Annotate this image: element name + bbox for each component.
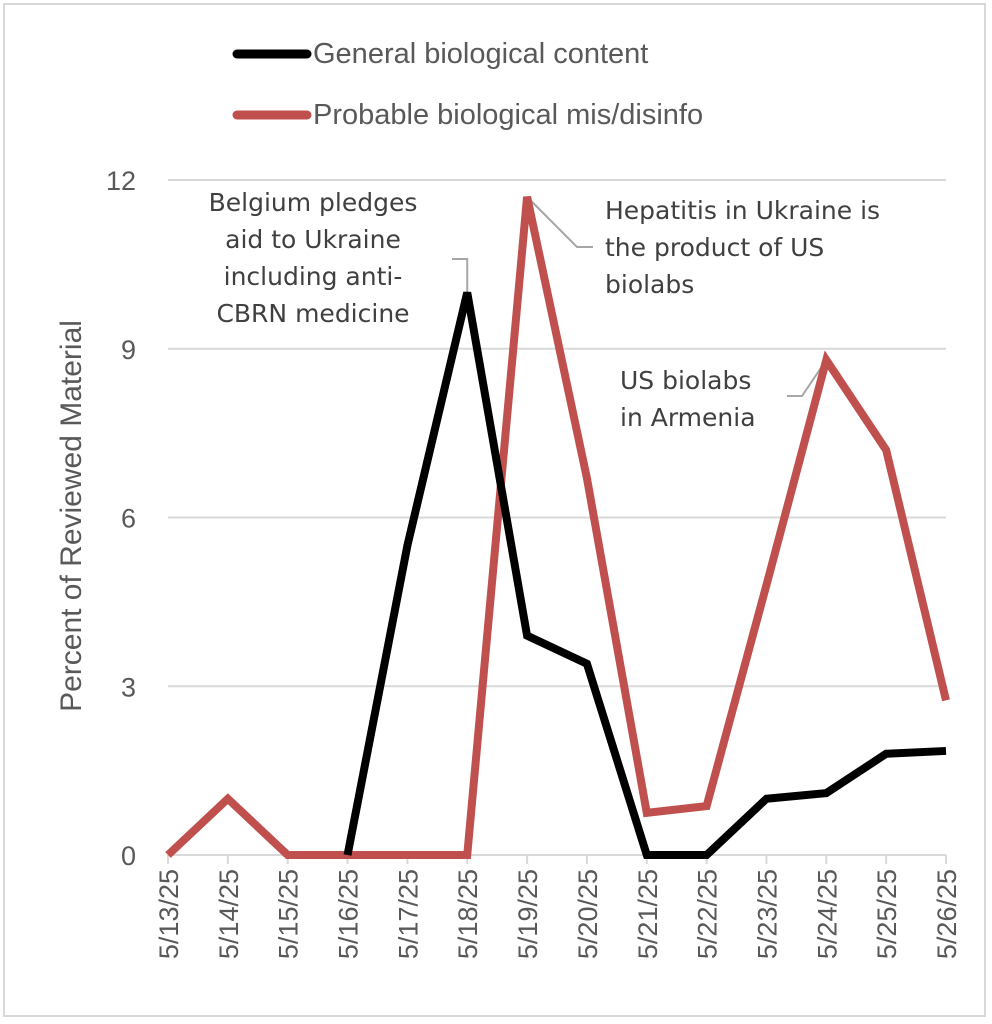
- chart-frame: [3, 3, 986, 1017]
- legend: General biological content Probable biol…: [232, 38, 703, 131]
- annotation-leader-line: [787, 359, 828, 397]
- annotation-text: biolabs: [605, 270, 694, 299]
- y-tick-label: 9: [121, 335, 136, 365]
- x-tick-label: 5/20/25: [573, 869, 603, 959]
- annotation-text: Belgium pledges: [209, 188, 418, 217]
- y-tick-label: 12: [106, 166, 136, 196]
- legend-label-misinfo: Probable biological mis/disinfo: [313, 99, 703, 131]
- series-lines: [165, 196, 950, 859]
- x-axis-ticks: 5/13/25 5/14/25 5/15/25 5/16/25 5/17/25 5/18/…: [154, 855, 962, 959]
- x-tick-label: 5/21/25: [633, 869, 663, 959]
- y-tick-label: 6: [121, 504, 136, 534]
- x-tick-label: 5/26/25: [932, 869, 962, 959]
- annotation-text: CBRN medicine: [216, 299, 409, 328]
- series-line-misinfo: [165, 196, 950, 859]
- annotation-text: Hepatitis in Ukraine is: [605, 196, 880, 225]
- x-tick-label: 5/24/25: [812, 869, 842, 959]
- annotation-leaders: [452, 196, 828, 397]
- x-tick-label: 5/23/25: [752, 869, 782, 959]
- annotation-text: in Armenia: [620, 403, 756, 432]
- x-tick-label: 5/17/25: [393, 869, 423, 959]
- y-axis-ticks: 0 3 6 9 12: [106, 166, 136, 871]
- y-tick-label: 3: [121, 672, 136, 702]
- annotations: Belgium pledges aid to Ukraine including a…: [209, 188, 880, 432]
- x-tick-label: 5/25/25: [872, 869, 902, 959]
- x-tick-label: 5/15/25: [274, 869, 304, 959]
- x-tick-label: 5/18/25: [453, 869, 483, 959]
- annotation-text: US biolabs: [620, 366, 751, 395]
- y-tick-label: 0: [121, 841, 136, 871]
- x-tick-label: 5/16/25: [334, 869, 364, 959]
- legend-label-general: General biological content: [313, 38, 648, 70]
- y-axis-title: Percent of Reviewed Material: [55, 320, 88, 712]
- annotation-leader-line: [452, 258, 469, 293]
- annotation-text: aid to Ukraine: [225, 225, 401, 254]
- x-tick-label: 5/14/25: [214, 869, 244, 959]
- x-tick-label: 5/19/25: [513, 869, 543, 959]
- annotation-text: including anti-: [224, 262, 403, 291]
- annotation-leader-line: [526, 196, 593, 248]
- x-tick-label: 5/22/25: [693, 869, 723, 959]
- x-tick-label: 5/13/25: [154, 869, 184, 959]
- annotation-text: the product of US: [605, 233, 824, 262]
